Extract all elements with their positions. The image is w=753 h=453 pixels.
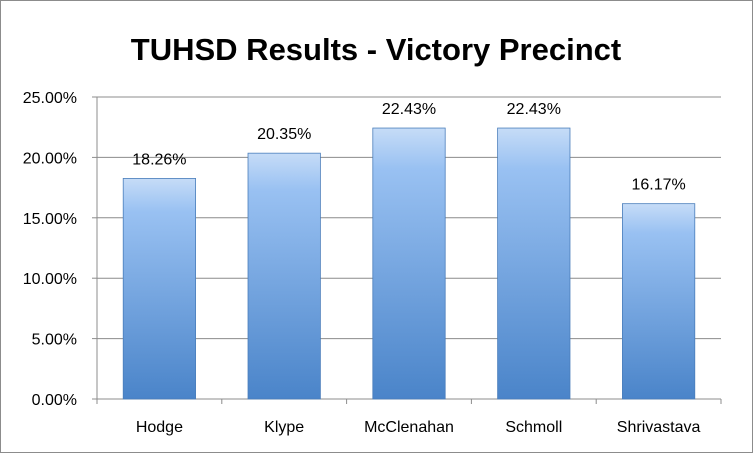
bars: [122, 127, 696, 400]
bar-hodge: [122, 178, 196, 400]
labels: 0.00% 5.00% 10.00% 15.00% 20.00% 25.00% 18.26%…: [23, 90, 701, 436]
bar-shrivastava: [622, 203, 696, 400]
y-tick-label: 0.00%: [32, 392, 77, 409]
bar-mcclenahan: [372, 127, 446, 400]
value-label: 22.43%: [382, 101, 436, 118]
category-label: Hodge: [136, 419, 183, 436]
category-label: Shrivastava: [617, 419, 701, 436]
bar-schmoll: [497, 127, 571, 400]
category-label: Klype: [264, 419, 304, 436]
value-label: 22.43%: [507, 101, 561, 118]
category-label: Schmoll: [505, 419, 562, 436]
chart-title: TUHSD Results - Victory Precinct: [131, 32, 621, 67]
y-tick-label: 20.00%: [23, 150, 77, 167]
value-label: 16.17%: [631, 177, 685, 194]
y-tick-label: 15.00%: [23, 211, 77, 228]
category-label: McClenahan: [364, 419, 454, 436]
y-tick-label: 10.00%: [23, 271, 77, 288]
y-tick-label: 25.00%: [23, 90, 77, 107]
value-label: 20.35%: [257, 126, 311, 143]
value-label: 18.26%: [132, 151, 186, 168]
y-tick-label: 5.00%: [32, 332, 77, 349]
bar-klype: [247, 152, 321, 400]
